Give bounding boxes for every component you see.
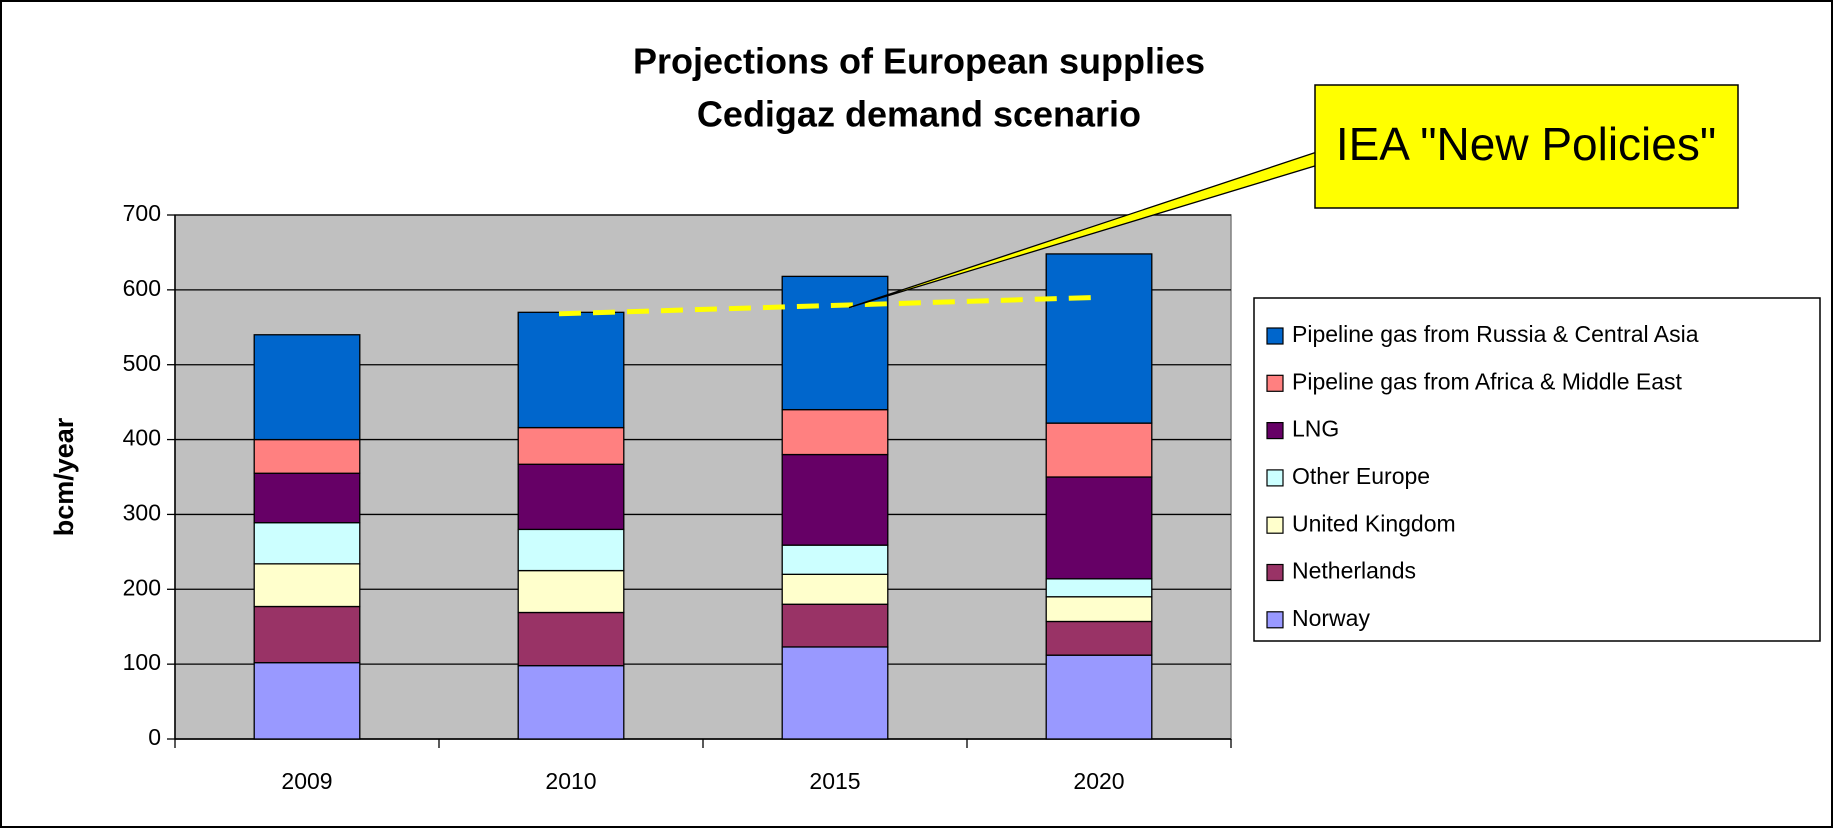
bar-segment: [1045, 596, 1153, 623]
bar-segment: [1045, 654, 1153, 740]
legend-swatch: [1266, 374, 1284, 392]
x-tick-label: 2009: [281, 768, 332, 794]
x-tick-label: 2010: [545, 768, 596, 794]
chart-subtitle: Cedigaz demand scenario: [697, 94, 1141, 135]
legend-swatch: [1266, 516, 1284, 534]
legend-label: Pipeline gas from Africa & Middle East: [1292, 368, 1683, 394]
legend-label: Norway: [1292, 605, 1370, 631]
callout-box: [1314, 84, 1739, 209]
y-tick-label: 700: [123, 200, 161, 226]
legend-box: [1253, 297, 1821, 642]
x-tick-label: 2015: [809, 768, 860, 794]
y-tick-label: 0: [148, 724, 161, 750]
legend-swatch: [1266, 422, 1284, 440]
bar-segment: [253, 661, 361, 740]
bar-segment: [781, 603, 889, 648]
legend-swatch: [1266, 469, 1284, 487]
y-tick-label: 500: [123, 350, 161, 376]
legend-swatch: [1266, 611, 1284, 629]
bar-segment: [253, 563, 361, 608]
callout-text: IEA "New Policies": [1336, 118, 1716, 170]
bar-segment: [253, 605, 361, 664]
bar-segment: [781, 408, 889, 456]
y-axis-label: bcm/year: [49, 417, 79, 536]
y-tick-label: 200: [123, 574, 161, 600]
bar-segment: [517, 311, 625, 429]
bar-segment: [517, 664, 625, 740]
legend-swatch: [1266, 563, 1284, 582]
bar-segment: [781, 573, 889, 605]
bar-segment: [517, 611, 625, 667]
bar-segment: [1045, 578, 1153, 598]
legend-label: Other Europe: [1292, 463, 1430, 489]
bar-segment: [253, 334, 361, 441]
bar-segment: [1045, 253, 1153, 424]
legend-label: LNG: [1292, 416, 1339, 442]
bar-segment: [517, 528, 625, 572]
y-tick-label: 600: [123, 275, 161, 301]
bar-segment: [517, 463, 625, 531]
bar-segment: [1045, 620, 1153, 656]
bar-segment: [1045, 476, 1153, 580]
x-tick-label: 2020: [1073, 768, 1124, 794]
bar-segment: [517, 569, 625, 614]
bar-segment: [781, 646, 889, 740]
y-tick-label: 100: [123, 649, 161, 675]
bar-segment: [781, 453, 889, 546]
bar-segment: [517, 426, 625, 465]
bar-segment: [1045, 422, 1153, 478]
legend-label: Pipeline gas from Russia & Central Asia: [1292, 321, 1699, 347]
bar-segment: [253, 522, 361, 565]
legend-label: United Kingdom: [1292, 510, 1456, 536]
bar-segment: [253, 472, 361, 524]
bar-segment: [781, 544, 889, 575]
iea-line: [558, 294, 1100, 317]
y-tick-label: 400: [123, 425, 161, 451]
legend-label: Netherlands: [1292, 558, 1416, 584]
bar-segment: [781, 275, 889, 411]
bar-segment: [253, 438, 361, 474]
chart-title: Projections of European supplies: [633, 41, 1205, 82]
y-tick-label: 300: [123, 500, 161, 526]
legend-swatch: [1266, 327, 1284, 345]
